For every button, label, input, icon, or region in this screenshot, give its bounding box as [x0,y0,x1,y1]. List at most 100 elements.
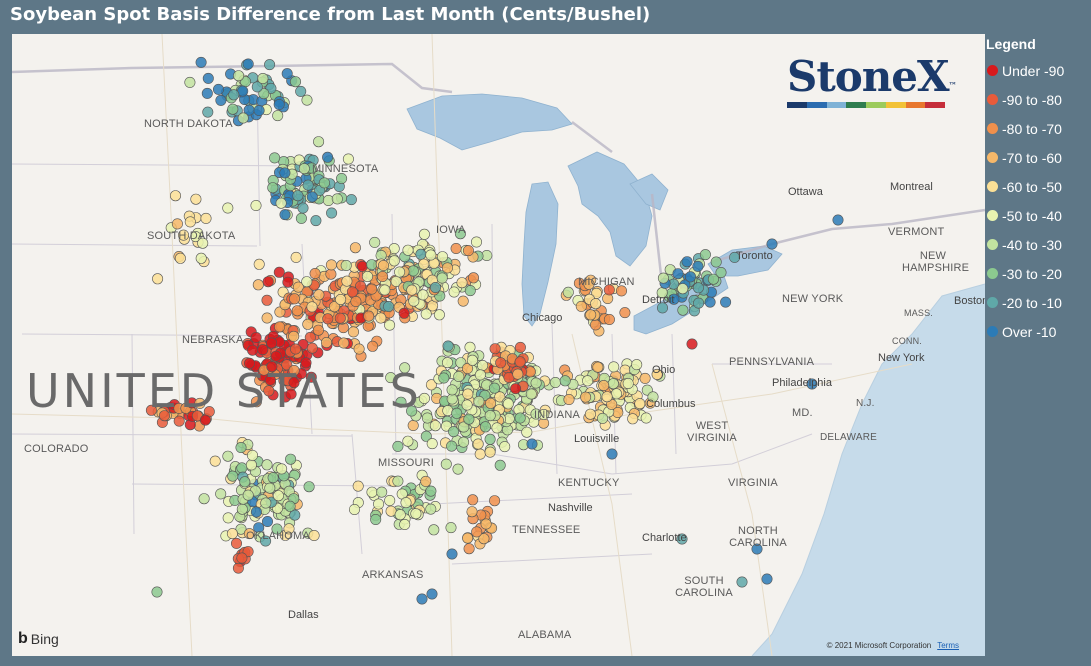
location-marker[interactable] [494,391,506,403]
location-marker[interactable] [335,293,347,305]
location-marker[interactable] [288,364,300,376]
location-marker[interactable] [250,506,262,518]
location-marker[interactable] [152,273,164,285]
location-marker[interactable] [634,398,646,410]
location-marker[interactable] [310,215,322,227]
location-marker[interactable] [273,266,285,278]
soybean-basis-points[interactable] [145,56,844,605]
location-marker[interactable] [692,282,704,294]
location-marker[interactable] [174,252,186,264]
location-marker[interactable] [285,453,297,465]
location-marker[interactable] [262,276,274,288]
location-marker[interactable] [292,190,304,202]
location-marker[interactable] [582,375,594,387]
location-marker[interactable] [305,371,317,383]
legend-item[interactable]: -60 to -50 [985,172,1091,201]
location-marker[interactable] [442,340,454,352]
location-marker[interactable] [283,523,295,535]
location-marker[interactable] [383,300,395,312]
location-marker[interactable] [394,509,406,521]
location-marker[interactable] [341,275,353,287]
location-marker[interactable] [213,83,225,95]
location-marker[interactable] [266,337,278,349]
location-marker[interactable] [514,356,526,368]
location-marker[interactable] [264,482,276,494]
location-marker[interactable] [269,152,281,164]
location-marker[interactable] [228,89,240,101]
location-marker[interactable] [267,472,279,484]
location-marker[interactable] [303,481,315,493]
location-marker[interactable] [342,153,354,165]
location-marker[interactable] [526,438,538,450]
location-marker[interactable] [639,372,651,384]
location-marker[interactable] [236,503,248,515]
location-marker[interactable] [456,277,468,289]
location-marker[interactable] [704,296,716,308]
location-marker[interactable] [461,399,473,411]
location-marker[interactable] [559,375,571,387]
location-marker[interactable] [325,268,337,280]
location-marker[interactable] [525,388,537,400]
location-marker[interactable] [530,377,542,389]
location-marker[interactable] [274,321,286,333]
legend-item[interactable]: -70 to -60 [985,143,1091,172]
location-marker[interactable] [429,282,441,294]
location-marker[interactable] [227,470,239,482]
location-marker[interactable] [304,331,316,343]
location-marker[interactable] [607,378,619,390]
location-marker[interactable] [290,343,302,355]
location-marker[interactable] [318,177,330,189]
location-marker[interactable] [222,202,234,214]
location-marker[interactable] [446,548,458,560]
location-marker[interactable] [402,244,414,256]
location-marker[interactable] [484,410,496,422]
location-marker[interactable] [272,490,284,502]
location-marker[interactable] [512,368,524,380]
location-marker[interactable] [350,295,362,307]
location-marker[interactable] [590,298,602,310]
location-marker[interactable] [647,391,659,403]
location-marker[interactable] [384,319,396,331]
location-marker[interactable] [235,441,247,453]
location-marker[interactable] [575,300,587,312]
location-marker[interactable] [232,562,244,574]
location-marker[interactable] [306,342,318,354]
location-marker[interactable] [348,503,360,515]
location-marker[interactable] [379,284,391,296]
location-marker[interactable] [766,238,778,250]
location-marker[interactable] [406,405,418,417]
location-marker[interactable] [292,281,304,293]
location-marker[interactable] [356,260,368,272]
location-marker[interactable] [388,255,400,267]
location-marker[interactable] [250,200,262,212]
location-marker[interactable] [273,99,285,111]
location-marker[interactable] [402,435,414,447]
location-marker[interactable] [253,105,265,117]
location-marker[interactable] [355,280,367,292]
location-marker[interactable] [806,378,818,390]
location-marker[interactable] [585,309,597,321]
location-marker[interactable] [322,313,334,325]
location-marker[interactable] [263,385,275,397]
location-marker[interactable] [284,500,296,512]
location-marker[interactable] [445,522,457,534]
location-marker[interactable] [479,421,491,433]
location-marker[interactable] [464,341,476,353]
location-marker[interactable] [288,293,300,305]
location-marker[interactable] [603,284,615,296]
location-marker[interactable] [549,376,561,388]
location-marker[interactable] [195,252,207,264]
location-marker[interactable] [450,243,462,255]
location-marker[interactable] [244,357,256,369]
location-marker[interactable] [418,258,430,270]
location-marker[interactable] [398,307,410,319]
location-marker[interactable] [367,340,379,352]
location-marker[interactable] [436,251,448,263]
location-marker[interactable] [236,462,248,474]
location-marker[interactable] [458,421,470,433]
location-marker[interactable] [363,310,375,322]
location-marker[interactable] [408,295,420,307]
legend-item[interactable]: -90 to -80 [985,85,1091,114]
location-marker[interactable] [199,414,211,426]
location-marker[interactable] [375,312,387,324]
